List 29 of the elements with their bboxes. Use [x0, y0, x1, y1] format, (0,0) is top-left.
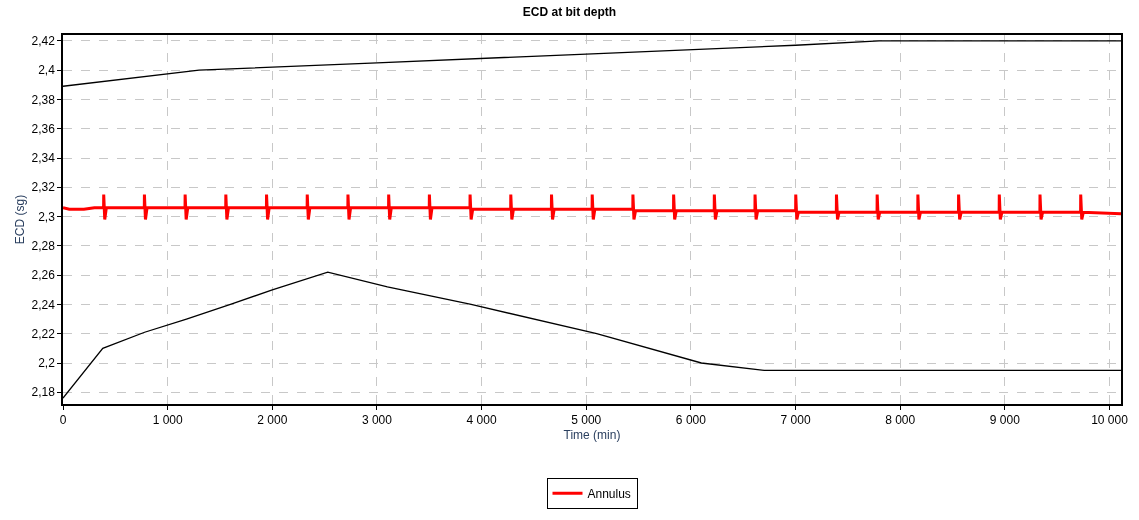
y-tick-label: 2,4: [38, 63, 56, 78]
y-tick-label: 2,32: [31, 180, 56, 195]
y-tick-label: 2,28: [31, 239, 56, 254]
y-tick-label: 2,18: [31, 385, 56, 400]
x-tick-label: 8 000: [885, 413, 916, 428]
y-tick-label: 2,2: [38, 356, 56, 371]
x-tick-label: 5 000: [571, 413, 602, 428]
x-tick-label: 0: [59, 413, 67, 428]
x-tick-label: 2 000: [257, 413, 288, 428]
y-tick-label: 2,26: [31, 268, 56, 283]
x-tick-label: 9 000: [989, 413, 1021, 428]
y-tick-label: 2,36: [31, 121, 56, 136]
x-tick-label: 3 000: [361, 413, 393, 428]
x-tick-label: 6 000: [675, 413, 707, 428]
chart-title: ECD at bit depth: [522, 5, 617, 20]
x-tick-label: 1 000: [152, 413, 183, 428]
x-axis-title: Time (min): [563, 427, 621, 442]
y-tick-label: 2,38: [31, 92, 56, 107]
y-axis-title: ECD (sg): [13, 194, 28, 245]
x-tick-label: 10 000: [1091, 413, 1129, 428]
x-tick-label: 4 000: [466, 413, 497, 428]
y-tick-label: 2,42: [31, 34, 56, 49]
y-tick-label: 2,24: [31, 297, 56, 312]
x-tick-label: 7 000: [780, 413, 811, 428]
y-tick-label: 2,22: [31, 326, 56, 341]
y-tick-label: 2,34: [31, 151, 56, 166]
y-tick-label: 2,3: [38, 209, 56, 224]
line-series: [63, 193, 1121, 221]
legend-label: Annulus: [587, 486, 631, 501]
